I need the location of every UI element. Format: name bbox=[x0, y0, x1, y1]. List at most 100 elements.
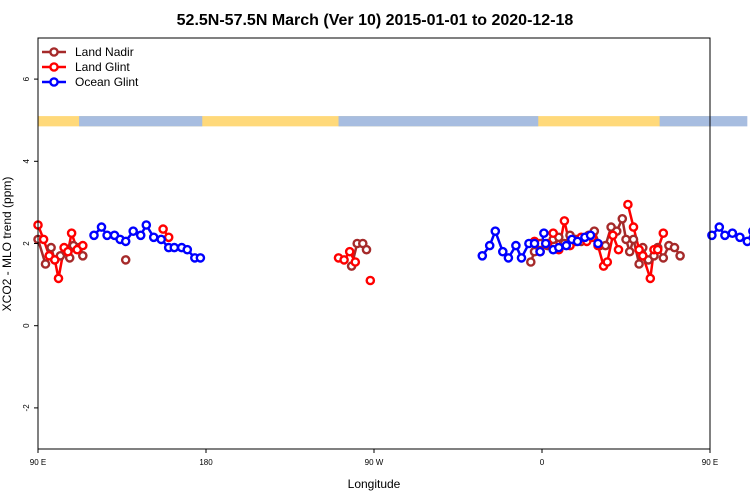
land-nadir-point bbox=[669, 242, 680, 253]
land-nadir-point bbox=[617, 213, 628, 224]
ocean-glint-point bbox=[128, 226, 138, 236]
ocean-glint-point bbox=[156, 234, 166, 245]
land-glint-point bbox=[163, 232, 174, 243]
ocean-glint-point bbox=[96, 222, 107, 232]
land-nadir-point bbox=[40, 259, 51, 269]
land-glint-point bbox=[350, 257, 361, 267]
ocean-glint-point bbox=[89, 230, 99, 241]
ocean-glint-point bbox=[540, 238, 551, 249]
land-glint-point bbox=[638, 250, 648, 261]
land-glint-point bbox=[50, 255, 60, 265]
x-tick-label: 180 bbox=[199, 458, 213, 467]
ocean-glint-point bbox=[720, 230, 730, 241]
x-axis-label: Longitude bbox=[348, 477, 401, 491]
y-axis: -2 0 2 4 6 bbox=[22, 76, 38, 411]
ocean-glint-point bbox=[490, 226, 501, 236]
y-tick-label: 6 bbox=[22, 76, 31, 81]
land-nadir-point bbox=[634, 259, 644, 269]
series-lines bbox=[36, 204, 750, 279]
ocean-glint-point bbox=[735, 232, 745, 243]
land-glint-point bbox=[628, 222, 639, 232]
ocean-glint-point bbox=[511, 240, 521, 251]
x-tick-label: 90 W bbox=[365, 458, 384, 467]
land-nadir-point bbox=[658, 253, 669, 263]
ocean-glint-point bbox=[572, 236, 583, 247]
land-glint-point bbox=[652, 244, 663, 255]
land-nadir-point bbox=[621, 234, 631, 245]
y-axis-label: XCO2 - MLO trend (ppm) bbox=[0, 177, 14, 312]
x-tick-label: 90 E bbox=[30, 458, 46, 467]
ocean-glint-point bbox=[539, 228, 549, 238]
ocean-glint-point bbox=[727, 228, 738, 238]
land-glint-point bbox=[645, 273, 656, 284]
land-glint-point bbox=[339, 255, 349, 265]
land-nadir-point bbox=[78, 250, 88, 261]
ocean-glint-point bbox=[477, 250, 488, 261]
land-nadir-point bbox=[120, 255, 131, 265]
land-nadir-point bbox=[675, 250, 685, 261]
ocean-glint-point bbox=[585, 230, 596, 241]
land-glint-point bbox=[613, 244, 624, 255]
ocean-glint-point bbox=[707, 230, 717, 241]
land-glint-point bbox=[78, 240, 88, 251]
land-glint-point bbox=[548, 228, 559, 238]
y-tick-label: 0 bbox=[22, 323, 31, 328]
series-points bbox=[33, 199, 750, 286]
y-tick-label: -2 bbox=[22, 404, 31, 412]
x-axis: 90 E 180 90 W 0 90 E bbox=[30, 449, 718, 467]
land-glint-point bbox=[559, 216, 570, 226]
ocean-band-segment bbox=[659, 116, 748, 127]
ocean-glint-point bbox=[742, 236, 750, 247]
ocean-band-segment bbox=[79, 116, 203, 127]
land-glint-point bbox=[66, 228, 77, 238]
ocean-glint-point bbox=[141, 220, 152, 230]
ocean-glint-point bbox=[135, 230, 146, 241]
land-nadir-point bbox=[46, 242, 56, 253]
land-glint-point bbox=[158, 224, 168, 234]
ocean-glint-point bbox=[503, 253, 514, 263]
ocean-glint-point bbox=[169, 242, 180, 253]
land-glint-point bbox=[658, 228, 669, 238]
ocean-glint-point bbox=[102, 230, 112, 241]
ocean-glint-point bbox=[535, 246, 545, 257]
legend-marker-land-glint bbox=[49, 62, 59, 72]
y-tick-label: 4 bbox=[22, 159, 31, 164]
ocean-glint-point bbox=[561, 240, 572, 251]
land-glint-point bbox=[602, 257, 613, 267]
legend-label-land-nadir: Land Nadir bbox=[75, 45, 134, 59]
land-nadir-point bbox=[361, 244, 372, 255]
land-nadir-point bbox=[624, 246, 635, 257]
x-tick-label: 90 E bbox=[702, 458, 718, 467]
ocean-band-segment bbox=[338, 116, 539, 127]
land-glint-point bbox=[365, 275, 376, 286]
ocean-glint-point bbox=[593, 238, 603, 249]
ocean-glint-point bbox=[554, 242, 564, 253]
ocean-glint-point bbox=[516, 253, 527, 263]
ocean-glint-point bbox=[497, 246, 508, 257]
land-glint-point bbox=[38, 234, 49, 245]
legend-label-land-glint: Land Glint bbox=[75, 60, 130, 74]
land-nadir-point bbox=[526, 257, 536, 267]
land-nadir-point bbox=[628, 234, 639, 245]
legend-marker-ocean-glint bbox=[49, 77, 59, 87]
ocean-glint-point bbox=[148, 232, 159, 243]
land-glint-point bbox=[344, 246, 355, 257]
land-glint-point bbox=[623, 199, 633, 210]
ocean-glint-point bbox=[195, 253, 206, 263]
land-ocean-band bbox=[38, 116, 748, 127]
ocean-glint-point bbox=[120, 236, 131, 247]
ocean-glint-point bbox=[182, 244, 193, 255]
legend-marker-land-nadir bbox=[49, 47, 59, 57]
chart-title: 52.5N-57.5N March (Ver 10) 2015-01-01 to… bbox=[177, 12, 574, 29]
land-glint-point bbox=[53, 273, 64, 284]
land-glint-point bbox=[63, 246, 73, 257]
land-nadir-point bbox=[600, 240, 611, 251]
y-tick-label: 2 bbox=[22, 241, 31, 246]
legend-label-ocean-glint: Ocean Glint bbox=[75, 75, 139, 89]
land-glint-point bbox=[608, 230, 618, 241]
x-tick-label: 0 bbox=[540, 458, 545, 467]
ocean-glint-point bbox=[529, 238, 540, 249]
ocean-glint-point bbox=[484, 240, 495, 251]
